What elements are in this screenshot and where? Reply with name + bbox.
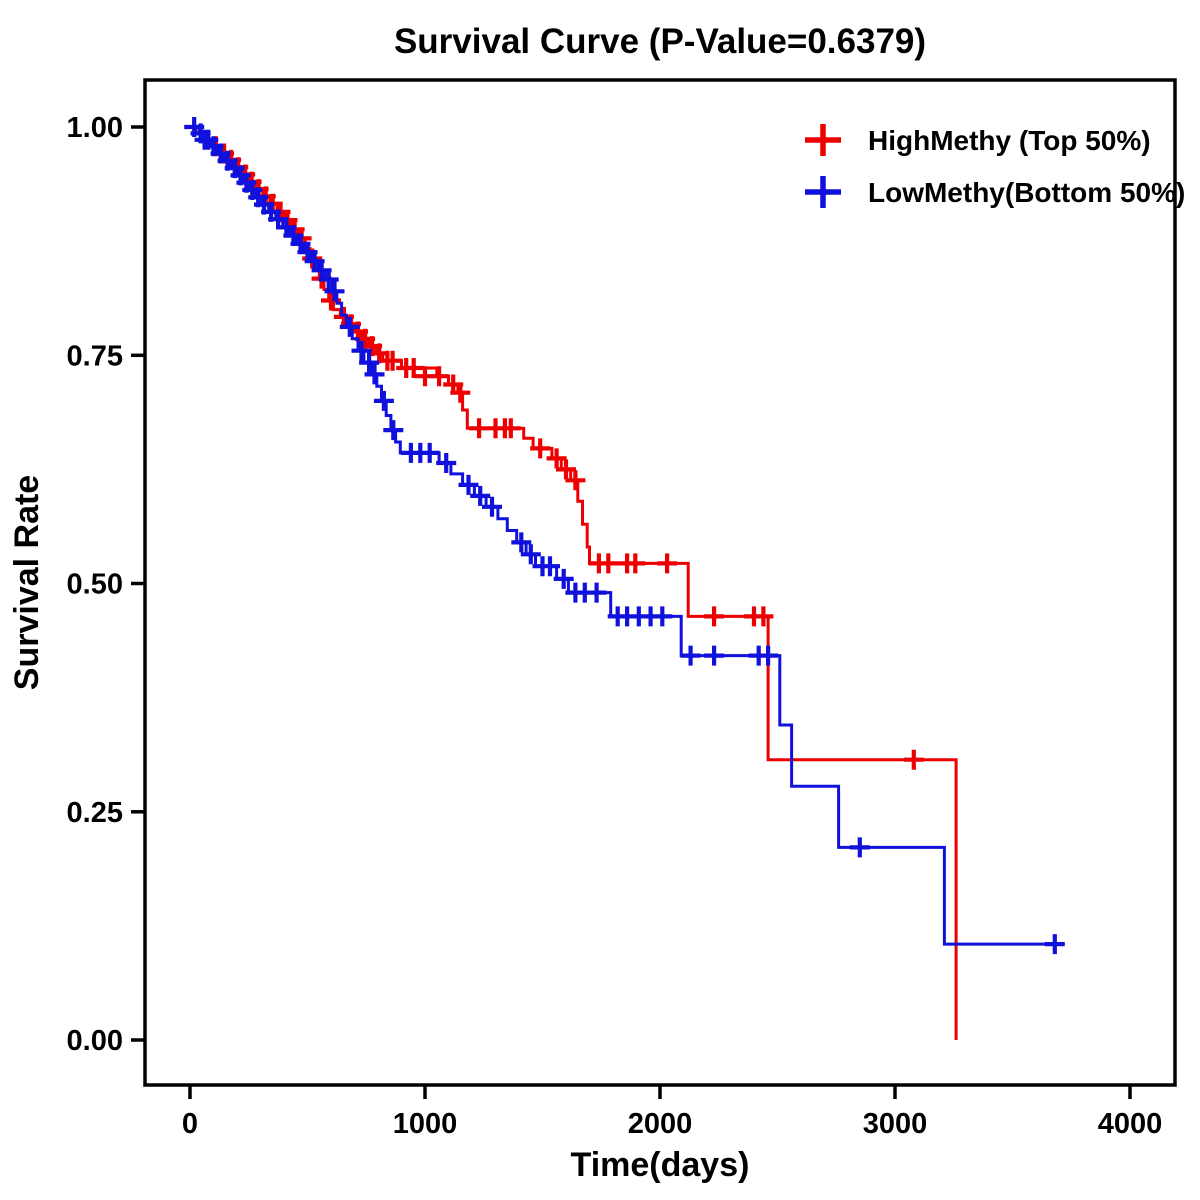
series-0 [190,125,958,1040]
x-tick-label: 3000 [863,1108,928,1140]
y-tick-label: 0.50 [67,569,123,601]
x-axis: 0 1000 2000 3000 4000 Time(days) [182,1085,1162,1184]
x-tick-label: 1000 [393,1108,458,1140]
y-tick-label: 0.25 [67,797,123,829]
x-axis-title: Time(days) [571,1146,750,1184]
y-tick-label: 0.00 [67,1025,123,1057]
legend-marker-0 [805,124,841,156]
series-line-1 [190,125,1060,946]
chart-title: Survival Curve (P-Value=0.6379) [393,22,927,61]
legend-label-1: LowMethy(Bottom 50%) [868,177,1185,208]
y-tick-label: 0.75 [67,340,123,372]
y-axis-title: Survival Rate [8,475,46,690]
series-1 [184,117,1065,955]
y-axis: 0.00 0.25 0.50 0.75 1.00 Survival Rate [8,112,145,1057]
x-tick-label: 2000 [628,1108,693,1140]
censor-marks-1 [184,117,1065,955]
x-tick-label: 4000 [1098,1108,1163,1140]
y-tick-label: 1.00 [67,112,123,144]
legend-marker-1 [805,176,841,208]
series-line-0 [190,125,958,1040]
censor-marks-0 [205,136,924,770]
legend-label-0: HighMethy (Top 50%) [868,125,1151,156]
legend: HighMethy (Top 50%) LowMethy(Bottom 50%) [805,124,1185,208]
x-tick-label: 0 [182,1108,198,1140]
